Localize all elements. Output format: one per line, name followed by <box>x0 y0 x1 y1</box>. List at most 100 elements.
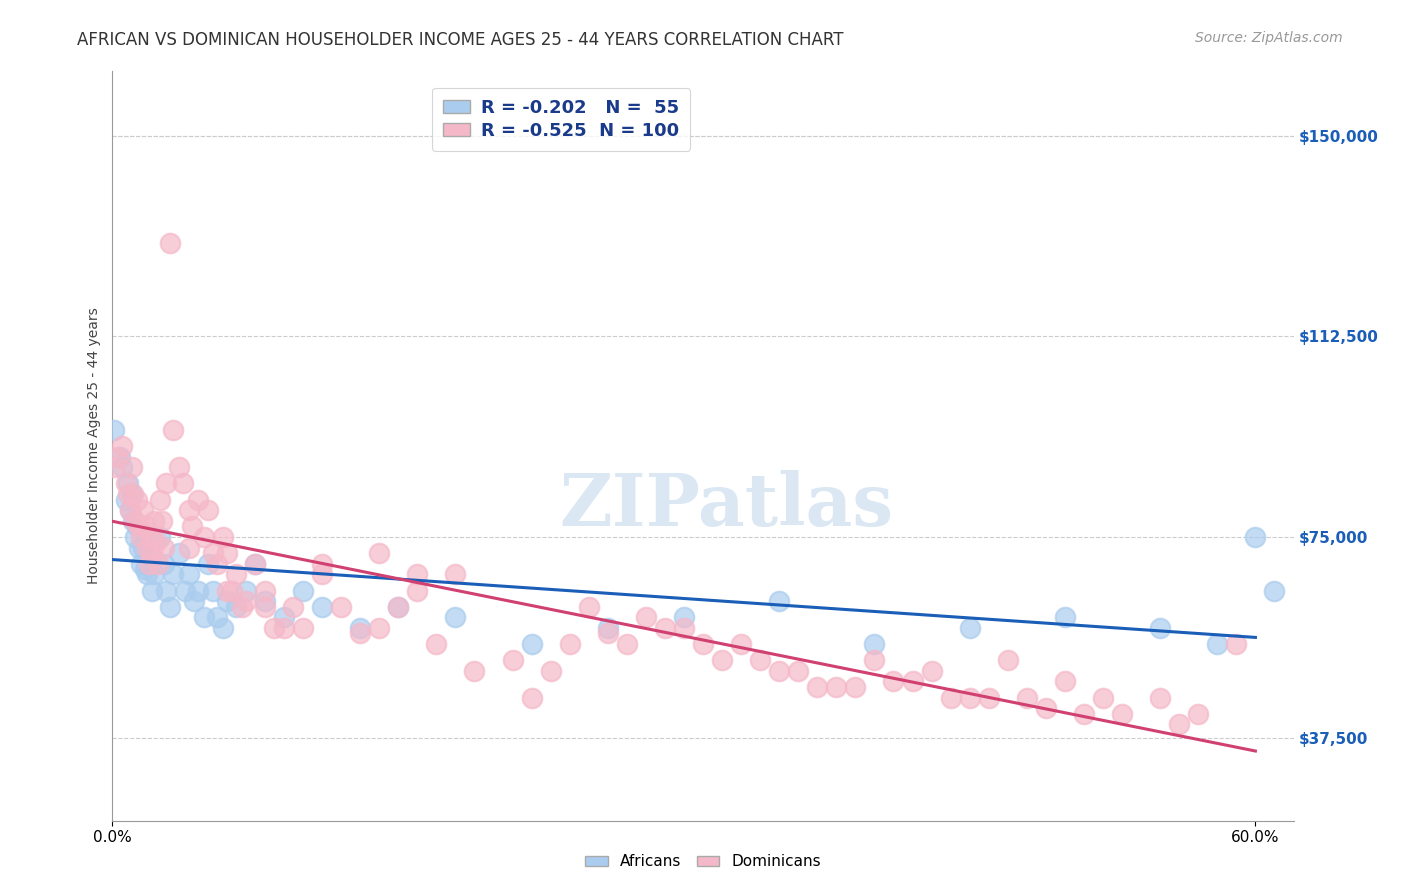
Point <box>212 530 235 544</box>
Point <box>959 690 981 705</box>
Point <box>1263 583 1285 598</box>
Point <box>128 519 150 533</box>
Point <box>145 535 167 549</box>
Point <box>273 610 295 624</box>
Point <box>181 519 204 533</box>
Point <box>1092 690 1115 705</box>
Point <box>387 599 409 614</box>
Point <box>127 519 149 533</box>
Point <box>558 637 581 651</box>
Point <box>406 583 429 598</box>
Point <box>149 530 172 544</box>
Point <box>596 626 619 640</box>
Point <box>143 514 166 528</box>
Point <box>225 599 247 614</box>
Point <box>977 690 1000 705</box>
Point <box>672 621 695 635</box>
Point <box>173 583 195 598</box>
Point <box>368 546 391 560</box>
Point <box>148 557 170 571</box>
Point <box>1244 530 1267 544</box>
Point <box>1149 690 1171 705</box>
Point <box>502 653 524 667</box>
Point <box>150 514 173 528</box>
Point <box>349 621 371 635</box>
Point <box>141 546 163 560</box>
Point <box>1149 621 1171 635</box>
Point <box>118 503 141 517</box>
Point <box>153 541 176 555</box>
Point <box>162 567 184 582</box>
Point <box>387 599 409 614</box>
Point <box>844 680 866 694</box>
Point <box>117 487 139 501</box>
Point <box>197 557 219 571</box>
Point <box>283 599 305 614</box>
Point <box>193 530 215 544</box>
Point <box>253 594 276 608</box>
Point <box>463 664 485 678</box>
Point <box>121 460 143 475</box>
Text: Source: ZipAtlas.com: Source: ZipAtlas.com <box>1195 31 1343 45</box>
Point <box>134 562 156 576</box>
Point <box>616 637 638 651</box>
Point <box>749 653 772 667</box>
Point <box>1035 701 1057 715</box>
Point <box>235 594 257 608</box>
Point <box>108 450 131 464</box>
Point <box>155 476 177 491</box>
Point <box>122 487 145 501</box>
Point <box>368 621 391 635</box>
Point <box>139 530 162 544</box>
Point <box>202 583 225 598</box>
Point <box>1073 706 1095 721</box>
Point <box>253 583 276 598</box>
Point <box>863 653 886 667</box>
Point <box>118 503 141 517</box>
Point <box>129 557 152 571</box>
Point <box>128 541 150 555</box>
Point <box>939 690 962 705</box>
Point <box>1053 610 1076 624</box>
Point <box>135 567 157 582</box>
Point <box>444 567 467 582</box>
Point <box>444 610 467 624</box>
Point <box>231 599 253 614</box>
Point <box>134 519 156 533</box>
Point <box>235 583 257 598</box>
Point <box>863 637 886 651</box>
Point <box>634 610 657 624</box>
Point <box>225 567 247 582</box>
Point <box>1053 674 1076 689</box>
Point <box>162 423 184 437</box>
Point <box>141 583 163 598</box>
Point <box>578 599 600 614</box>
Point <box>520 690 543 705</box>
Point <box>245 557 267 571</box>
Point <box>183 594 205 608</box>
Point <box>124 514 146 528</box>
Point <box>215 594 238 608</box>
Point <box>1015 690 1038 705</box>
Legend: R = -0.202   N =  55, R = -0.525  N = 100: R = -0.202 N = 55, R = -0.525 N = 100 <box>433 88 690 151</box>
Point <box>177 541 200 555</box>
Point <box>187 492 209 507</box>
Point <box>107 450 129 464</box>
Point <box>139 546 162 560</box>
Legend: Africans, Dominicans: Africans, Dominicans <box>579 848 827 875</box>
Point <box>159 235 181 250</box>
Point <box>330 599 353 614</box>
Point <box>901 674 924 689</box>
Point <box>103 423 125 437</box>
Point <box>997 653 1019 667</box>
Point <box>406 567 429 582</box>
Point <box>787 664 810 678</box>
Point <box>730 637 752 651</box>
Point <box>349 626 371 640</box>
Point <box>187 583 209 598</box>
Point <box>167 546 190 560</box>
Point <box>311 557 333 571</box>
Point <box>114 476 136 491</box>
Point <box>103 460 125 475</box>
Y-axis label: Householder Income Ages 25 - 44 years: Householder Income Ages 25 - 44 years <box>87 308 101 584</box>
